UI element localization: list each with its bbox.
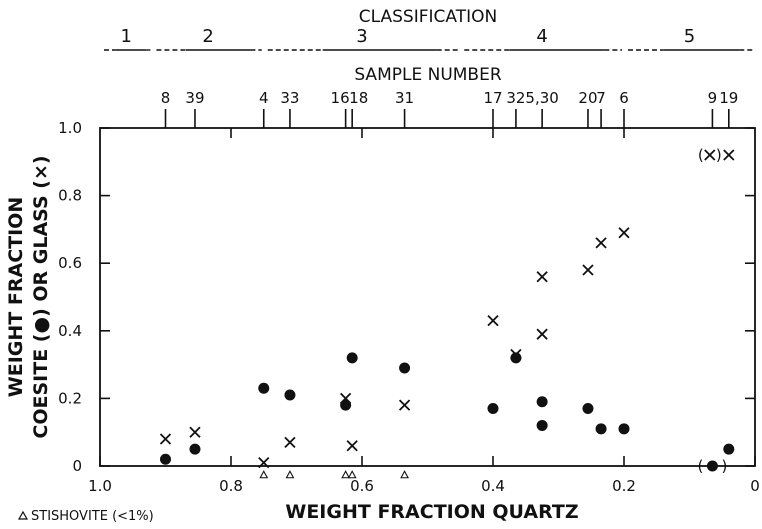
glass-point <box>339 392 352 405</box>
x-tick-label: 0 <box>750 477 760 495</box>
glass-point <box>723 149 735 161</box>
y-tick-label: 1.0 <box>58 119 82 137</box>
coesite-point <box>706 460 718 472</box>
y-axis-label-line2: COESITE (●) OR GLASS (×) <box>30 155 52 438</box>
glass-point <box>284 436 296 448</box>
plot-frame <box>99 127 756 467</box>
y-axis-label: WEIGHT FRACTION COESITE (●) OR GLASS (×) <box>5 155 52 438</box>
glass-point <box>189 426 201 438</box>
x-tick-label: 0.4 <box>481 477 505 495</box>
classification-groups: 1 2 3 4 5 <box>104 26 753 51</box>
coesite-point <box>536 419 548 431</box>
sample-number-label: 5,30 <box>525 89 558 107</box>
x-tick-label: 1.0 <box>88 477 112 495</box>
sample-number-label: 19 <box>719 89 738 107</box>
stishovite-point <box>400 470 409 479</box>
glass-point <box>618 227 630 239</box>
coesite-point <box>723 443 735 455</box>
coesite-point <box>189 443 201 455</box>
classification-label-1: 1 <box>120 26 131 47</box>
sample-number-title: SAMPLE NUMBER <box>354 65 502 85</box>
coesite-point <box>284 389 296 401</box>
glass-point <box>398 399 411 411</box>
glass-point <box>346 440 358 452</box>
sample-number-label: 4 <box>259 89 269 107</box>
sample-number-label: 39 <box>185 89 204 107</box>
sample-number-label: 8 <box>161 89 171 107</box>
glass-point <box>258 456 270 469</box>
coesite-paren-close: ) <box>721 457 727 475</box>
y-tick-label: 0.6 <box>58 254 82 272</box>
sample-numbers: 8 39 4 33 16 18 31 17 32 5,30 207 6 9 19 <box>161 89 738 128</box>
axis-ticks: 1.0 0.8 0.6 0.4 0.2 0 0 0.2 0.4 0.6 0.8 1.0 <box>58 119 760 495</box>
glass-point <box>487 315 499 327</box>
sample-number-label: 31 <box>395 89 414 107</box>
sample-number-label: 32 <box>506 89 525 107</box>
coesite-point <box>510 352 522 364</box>
sample-number-label: 33 <box>280 89 299 107</box>
coesite-point <box>258 382 270 394</box>
x-tick-label: 0.6 <box>350 477 374 495</box>
classification-label-5: 5 <box>684 26 695 47</box>
stishovite-point <box>347 470 357 479</box>
glass-paren-close: ) <box>716 146 722 164</box>
x-tick-label: 0.2 <box>612 477 636 495</box>
sample-number-label: 9 <box>708 89 718 107</box>
coesite-point <box>346 352 358 364</box>
glass-point <box>159 433 172 445</box>
y-axis-label-line1: WEIGHT FRACTION <box>5 197 27 397</box>
x-axis-label: WEIGHT FRACTION QUARTZ <box>285 501 578 523</box>
glass-point <box>582 264 594 276</box>
coesite-point <box>536 396 548 408</box>
sample-number-label: 6 <box>619 89 629 107</box>
coesite-paren-open: ( <box>697 457 703 475</box>
sample-number-label: 7 <box>596 89 606 107</box>
glass-paren-open: ( <box>698 146 704 164</box>
coesite-point <box>595 423 607 435</box>
stishovite-point <box>285 470 295 479</box>
y-tick-label: 0.4 <box>58 322 82 340</box>
data-markers: ()() <box>159 146 735 479</box>
glass-paren-cross-icon <box>704 149 716 161</box>
glass-point <box>595 237 607 249</box>
coesite-point <box>399 362 411 374</box>
y-tick-label: 0 <box>72 457 82 475</box>
legend-note-label: STISHOVITE (<1%) <box>31 509 154 524</box>
glass-point <box>510 348 522 361</box>
coesite-point <box>487 403 499 415</box>
coesite-point <box>582 403 594 415</box>
coesite-point <box>160 453 171 465</box>
classification-label-2: 2 <box>202 26 213 47</box>
stishovite-point <box>341 470 351 479</box>
glass-paren-cross: () <box>698 146 722 164</box>
legend-triangle-icon <box>17 510 29 520</box>
glass-point <box>536 271 548 283</box>
coesite-point <box>618 423 630 435</box>
legend-note: STISHOVITE (<1%) <box>17 509 154 524</box>
sample-number-label: 20 <box>578 89 597 107</box>
classification-label-4: 4 <box>536 26 547 47</box>
y-tick-label: 0.2 <box>58 389 82 407</box>
glass-point <box>536 328 548 340</box>
y-tick-label: 0.8 <box>58 187 82 205</box>
sample-number-label: 18 <box>349 89 368 107</box>
sample-number-label: 16 <box>331 89 350 107</box>
sample-number-label: 17 <box>483 89 502 107</box>
classification-label-3: 3 <box>356 26 367 47</box>
stishovite-point <box>259 470 269 479</box>
x-tick-label: 0.8 <box>219 477 243 495</box>
classification-title: CLASSIFICATION <box>359 7 497 27</box>
